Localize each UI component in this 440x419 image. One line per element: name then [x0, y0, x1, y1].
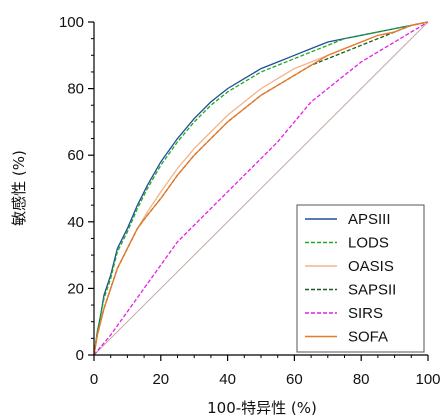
x-tick-label-0: 0 [90, 371, 98, 388]
x-tick-label-20: 20 [152, 371, 169, 388]
series-line-lods [93, 21, 429, 356]
x-tick-label-100: 100 [415, 371, 440, 388]
reference-diagonal-line [93, 21, 429, 356]
y-tick-label-20: 20 [67, 280, 84, 297]
legend-label-lods: LODS [348, 235, 389, 252]
y-tick-label-40: 40 [67, 214, 84, 231]
x-tick-label-80: 80 [353, 371, 370, 388]
series-layer [93, 21, 429, 356]
legend-label-sapsii: SAPSII [348, 282, 396, 299]
y-tick-label-80: 80 [67, 81, 84, 98]
x-axis-title: 100-特异性 (%) [207, 399, 317, 417]
legend-box [296, 204, 425, 353]
axes-layer: 0 20 40 60 80 100 0 20 40 60 80 100 [59, 14, 440, 388]
y-tick-label-60: 60 [67, 147, 84, 164]
series-line-sirs [93, 21, 429, 356]
legend-label-oasis: OASIS [348, 258, 394, 275]
legend: APSIII LODS OASIS SAPSII SIRS SOFA [296, 204, 425, 353]
x-tick-label-60: 60 [286, 371, 303, 388]
reference-line-layer [93, 21, 429, 356]
y-tick-label-100: 100 [59, 14, 84, 31]
legend-label-sirs: SIRS [348, 305, 383, 322]
legend-label-sofa: SOFA [348, 329, 388, 346]
x-tick-label-40: 40 [219, 371, 236, 388]
y-tick-label-0: 0 [76, 347, 84, 364]
series-line-sofa [93, 21, 429, 356]
legend-label-apsiii: APSIII [348, 211, 391, 228]
y-axis-title: 敏感性 (%) [10, 150, 28, 226]
